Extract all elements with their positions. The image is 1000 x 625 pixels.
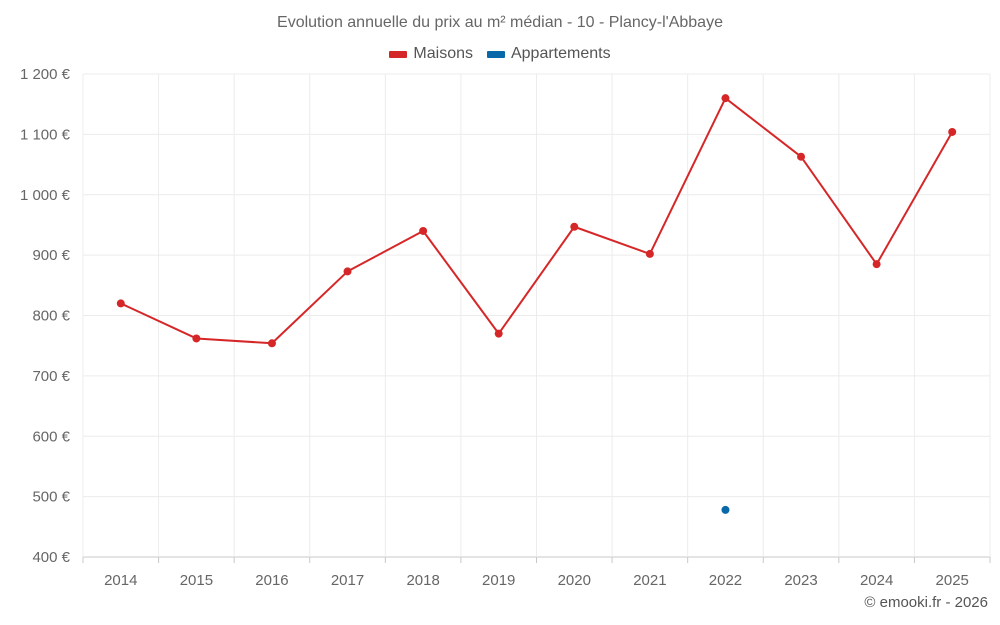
data-point-maisons <box>494 329 503 338</box>
y-tick-label: 600 € <box>32 428 70 445</box>
legend-item-appartements[interactable]: Appartements <box>486 45 611 63</box>
y-tick-label: 1 100 € <box>20 126 71 143</box>
x-tick-label: 2018 <box>406 572 439 589</box>
y-tick-label: 800 € <box>32 308 70 325</box>
x-tick-label: 2014 <box>104 572 137 589</box>
legend-label-maisons: Maisons <box>413 45 473 62</box>
data-point-maisons <box>343 267 352 276</box>
x-tick-label: 2020 <box>558 572 591 589</box>
chart-legend: Maisons Appartements <box>0 45 1000 63</box>
data-point-maisons <box>570 222 579 231</box>
x-tick-label: 2015 <box>180 572 213 589</box>
x-tick-label: 2025 <box>936 572 969 589</box>
x-tick-label: 2016 <box>255 572 288 589</box>
legend-item-maisons[interactable]: Maisons <box>389 45 473 63</box>
y-tick-label: 1 200 € <box>20 66 71 83</box>
legend-swatch-maisons <box>389 50 408 58</box>
x-tick-label: 2022 <box>709 572 742 589</box>
data-point-maisons <box>645 249 654 258</box>
data-point-appartements <box>721 505 730 514</box>
x-tick-label: 2017 <box>331 572 364 589</box>
data-point-maisons <box>419 226 428 235</box>
x-tick-label: 2024 <box>860 572 893 589</box>
data-point-maisons <box>116 299 125 308</box>
data-point-maisons <box>192 334 201 343</box>
series-line-maisons <box>120 97 954 345</box>
y-tick-label: 500 € <box>32 489 70 506</box>
copyright-credit: © emooki.fr - 2026 <box>864 594 988 611</box>
data-point-maisons <box>797 152 806 161</box>
data-point-maisons <box>872 260 881 269</box>
legend-label-appartements: Appartements <box>510 45 611 62</box>
data-point-maisons <box>948 127 957 136</box>
y-tick-label: 700 € <box>32 368 70 385</box>
legend-swatch-appartements <box>486 50 505 58</box>
x-tick-label: 2019 <box>482 572 515 589</box>
y-tick-label: 400 € <box>32 549 70 566</box>
y-tick-label: 1 000 € <box>20 187 71 204</box>
data-point-maisons <box>721 94 730 103</box>
y-tick-label: 900 € <box>32 247 70 264</box>
chart-title: Evolution annuelle du prix au m² médian … <box>277 14 723 31</box>
x-tick-label: 2021 <box>633 572 666 589</box>
x-tick-label: 2023 <box>784 572 817 589</box>
data-point-maisons <box>267 339 276 348</box>
